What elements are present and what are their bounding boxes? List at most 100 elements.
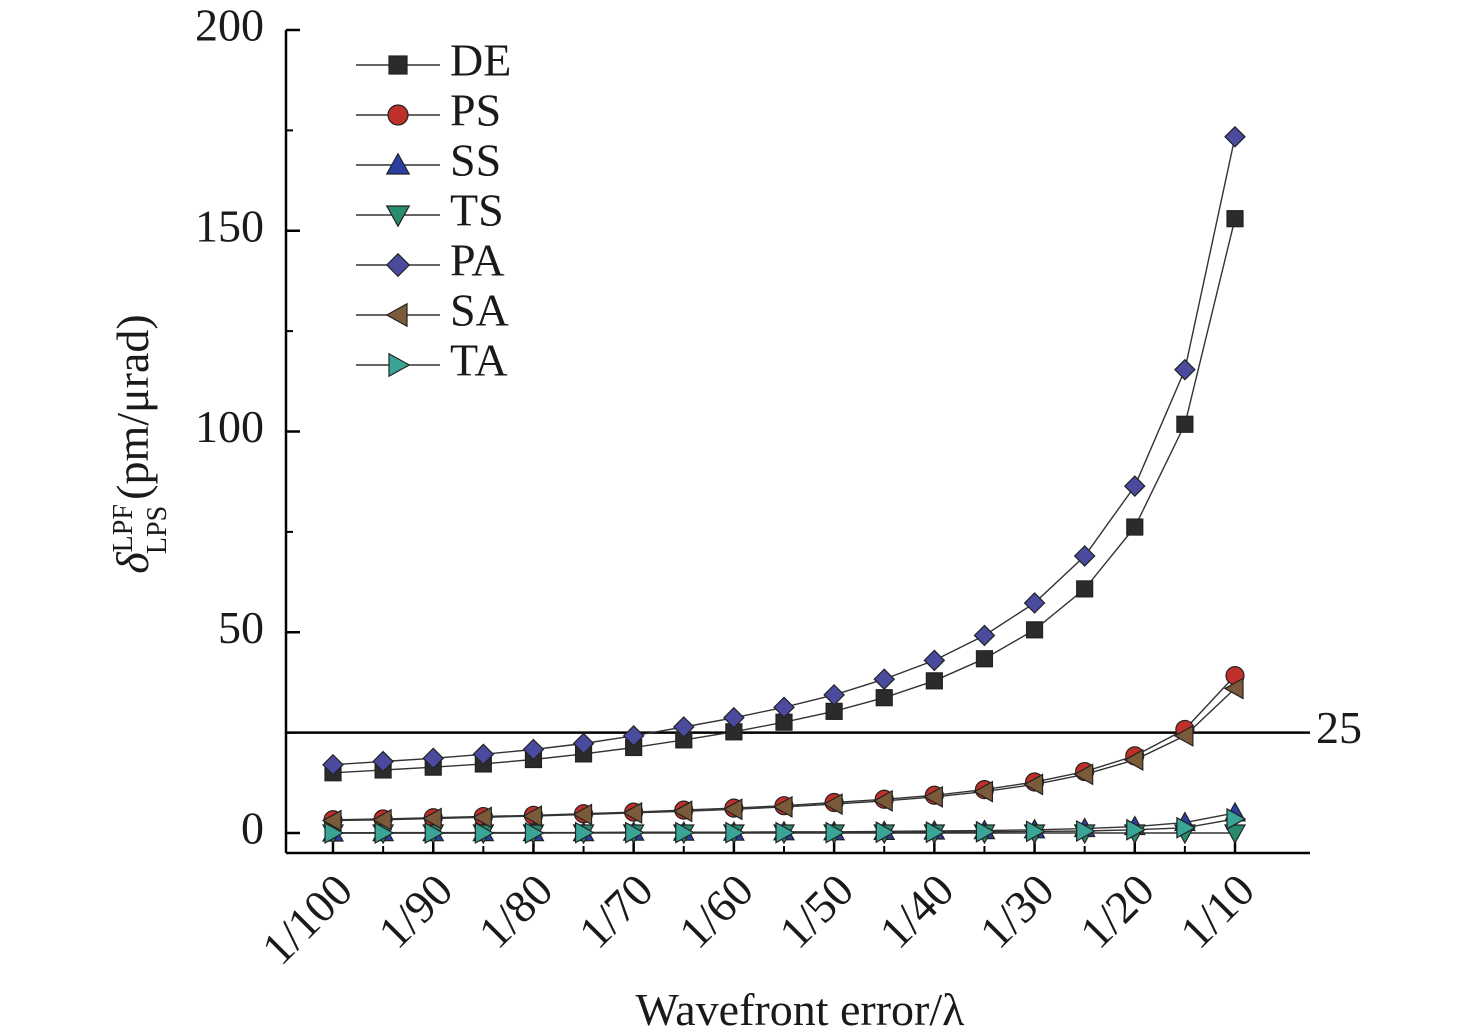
data-point-sa	[1173, 724, 1194, 747]
y-axis-superscript: LPF	[108, 504, 139, 552]
data-point-sa	[973, 780, 994, 803]
data-point-pa	[372, 750, 394, 773]
data-point-sa	[822, 793, 843, 816]
x-tick-label: 1/50	[769, 864, 863, 958]
y-tick-label: 150	[195, 200, 264, 251]
data-point-ta	[675, 821, 696, 844]
data-point-pa	[973, 624, 996, 647]
data-point-sa	[872, 789, 893, 812]
legend-marker-de	[388, 55, 408, 75]
data-point-de	[875, 689, 893, 707]
legend-label-ts: TS	[450, 185, 504, 236]
data-point-pa	[1224, 125, 1246, 148]
data-point-de	[1076, 580, 1094, 598]
data-point-ta	[925, 821, 946, 844]
x-tick-label: 1/40	[870, 864, 964, 958]
y-tick-label: 200	[195, 0, 264, 51]
data-point-de	[1176, 415, 1194, 433]
data-point-ta	[775, 821, 796, 844]
x-tick-label: 1/20	[1070, 864, 1164, 958]
y-axis-unit: (pm/μrad)	[107, 314, 158, 500]
y-axis-subscript: LPS	[142, 506, 173, 554]
legend-label-ss: SS	[450, 135, 501, 186]
legend-marker-sa	[385, 302, 408, 328]
data-point-ta	[625, 821, 645, 844]
x-tick-label: 1/70	[569, 864, 663, 958]
data-point-ta	[1025, 820, 1046, 843]
reference-line-label: 25	[1316, 702, 1362, 753]
legend-label-sa: SA	[450, 285, 509, 336]
legend-label-pa: PA	[450, 235, 505, 286]
series-sa	[321, 677, 1244, 832]
data-point-sa	[1073, 763, 1094, 786]
legend-marker-ps	[387, 104, 409, 126]
data-point-ta	[725, 821, 746, 844]
data-point-pa	[472, 743, 495, 766]
data-point-sa	[622, 801, 643, 824]
data-point-ta	[574, 821, 595, 844]
data-point-pa	[322, 753, 344, 776]
data-point-ta	[825, 821, 846, 844]
legend-item-ta: TA	[356, 335, 508, 386]
legend-marker-pa	[385, 252, 411, 278]
legend-item-ts: TS	[356, 185, 504, 236]
x-tick-label: 1/80	[469, 864, 563, 958]
data-point-de	[1025, 621, 1044, 639]
data-point-ta	[975, 820, 996, 843]
data-point-ta	[875, 821, 896, 844]
y-axis-title-text: δLPF LPS (pm/μrad)	[107, 314, 173, 574]
data-point-sa	[672, 800, 693, 823]
data-point-pa	[1023, 592, 1046, 614]
legend-item-sa: SA	[356, 285, 509, 336]
y-axis-title: δLPF LPS (pm/μrad)	[107, 314, 173, 574]
legend-label-ta: TA	[450, 335, 508, 386]
data-point-sa	[722, 798, 743, 821]
x-axis-title: Wavefront error/λ	[636, 984, 966, 1035]
x-tick-label: 1/10	[1170, 864, 1264, 958]
series-pa	[322, 125, 1246, 776]
legend-item-de: DE	[356, 35, 511, 86]
data-point-pa	[572, 732, 595, 755]
data-point-pa	[873, 668, 896, 691]
data-point-ta	[374, 821, 395, 845]
data-point-pa	[1174, 358, 1196, 381]
y-tick-label: 50	[218, 602, 264, 653]
legend-label-de: DE	[450, 35, 511, 86]
data-point-de	[975, 650, 994, 668]
y-tick-label: 0	[241, 803, 264, 854]
data-point-de	[825, 702, 843, 720]
data-point-ta	[1126, 818, 1147, 841]
data-point-sa	[522, 805, 543, 828]
series-layer	[321, 125, 1247, 845]
data-point-pa	[1123, 475, 1146, 497]
reference-line-group: 25	[286, 702, 1362, 753]
data-point-pa	[923, 649, 946, 672]
data-point-sa	[421, 807, 442, 830]
data-point-pa	[823, 684, 845, 706]
y-tick-label: 100	[195, 401, 264, 452]
data-point-pa	[672, 716, 695, 738]
x-tick-label: 1/30	[970, 864, 1064, 958]
legend-item-pa: PA	[356, 235, 505, 286]
data-point-sa	[572, 803, 593, 826]
data-point-pa	[1073, 545, 1096, 567]
data-point-sa	[1223, 677, 1244, 700]
data-point-sa	[371, 808, 392, 831]
data-point-ta	[1076, 819, 1096, 843]
data-point-pa	[622, 724, 645, 747]
data-point-sa	[472, 806, 492, 829]
series-ta	[324, 807, 1247, 845]
x-tick-label: 1/90	[368, 864, 462, 958]
legend-item-ps: PS	[356, 85, 501, 136]
y-axis-symbol: δ	[107, 552, 158, 574]
legend-marker-ta	[388, 352, 411, 378]
data-point-de	[1126, 518, 1144, 536]
data-point-ta	[524, 821, 545, 845]
data-point-pa	[422, 747, 445, 770]
data-point-ta	[324, 821, 345, 845]
legend-marker-ts	[385, 205, 411, 228]
data-point-pa	[773, 696, 795, 719]
x-tick-label: 1/60	[669, 864, 763, 958]
